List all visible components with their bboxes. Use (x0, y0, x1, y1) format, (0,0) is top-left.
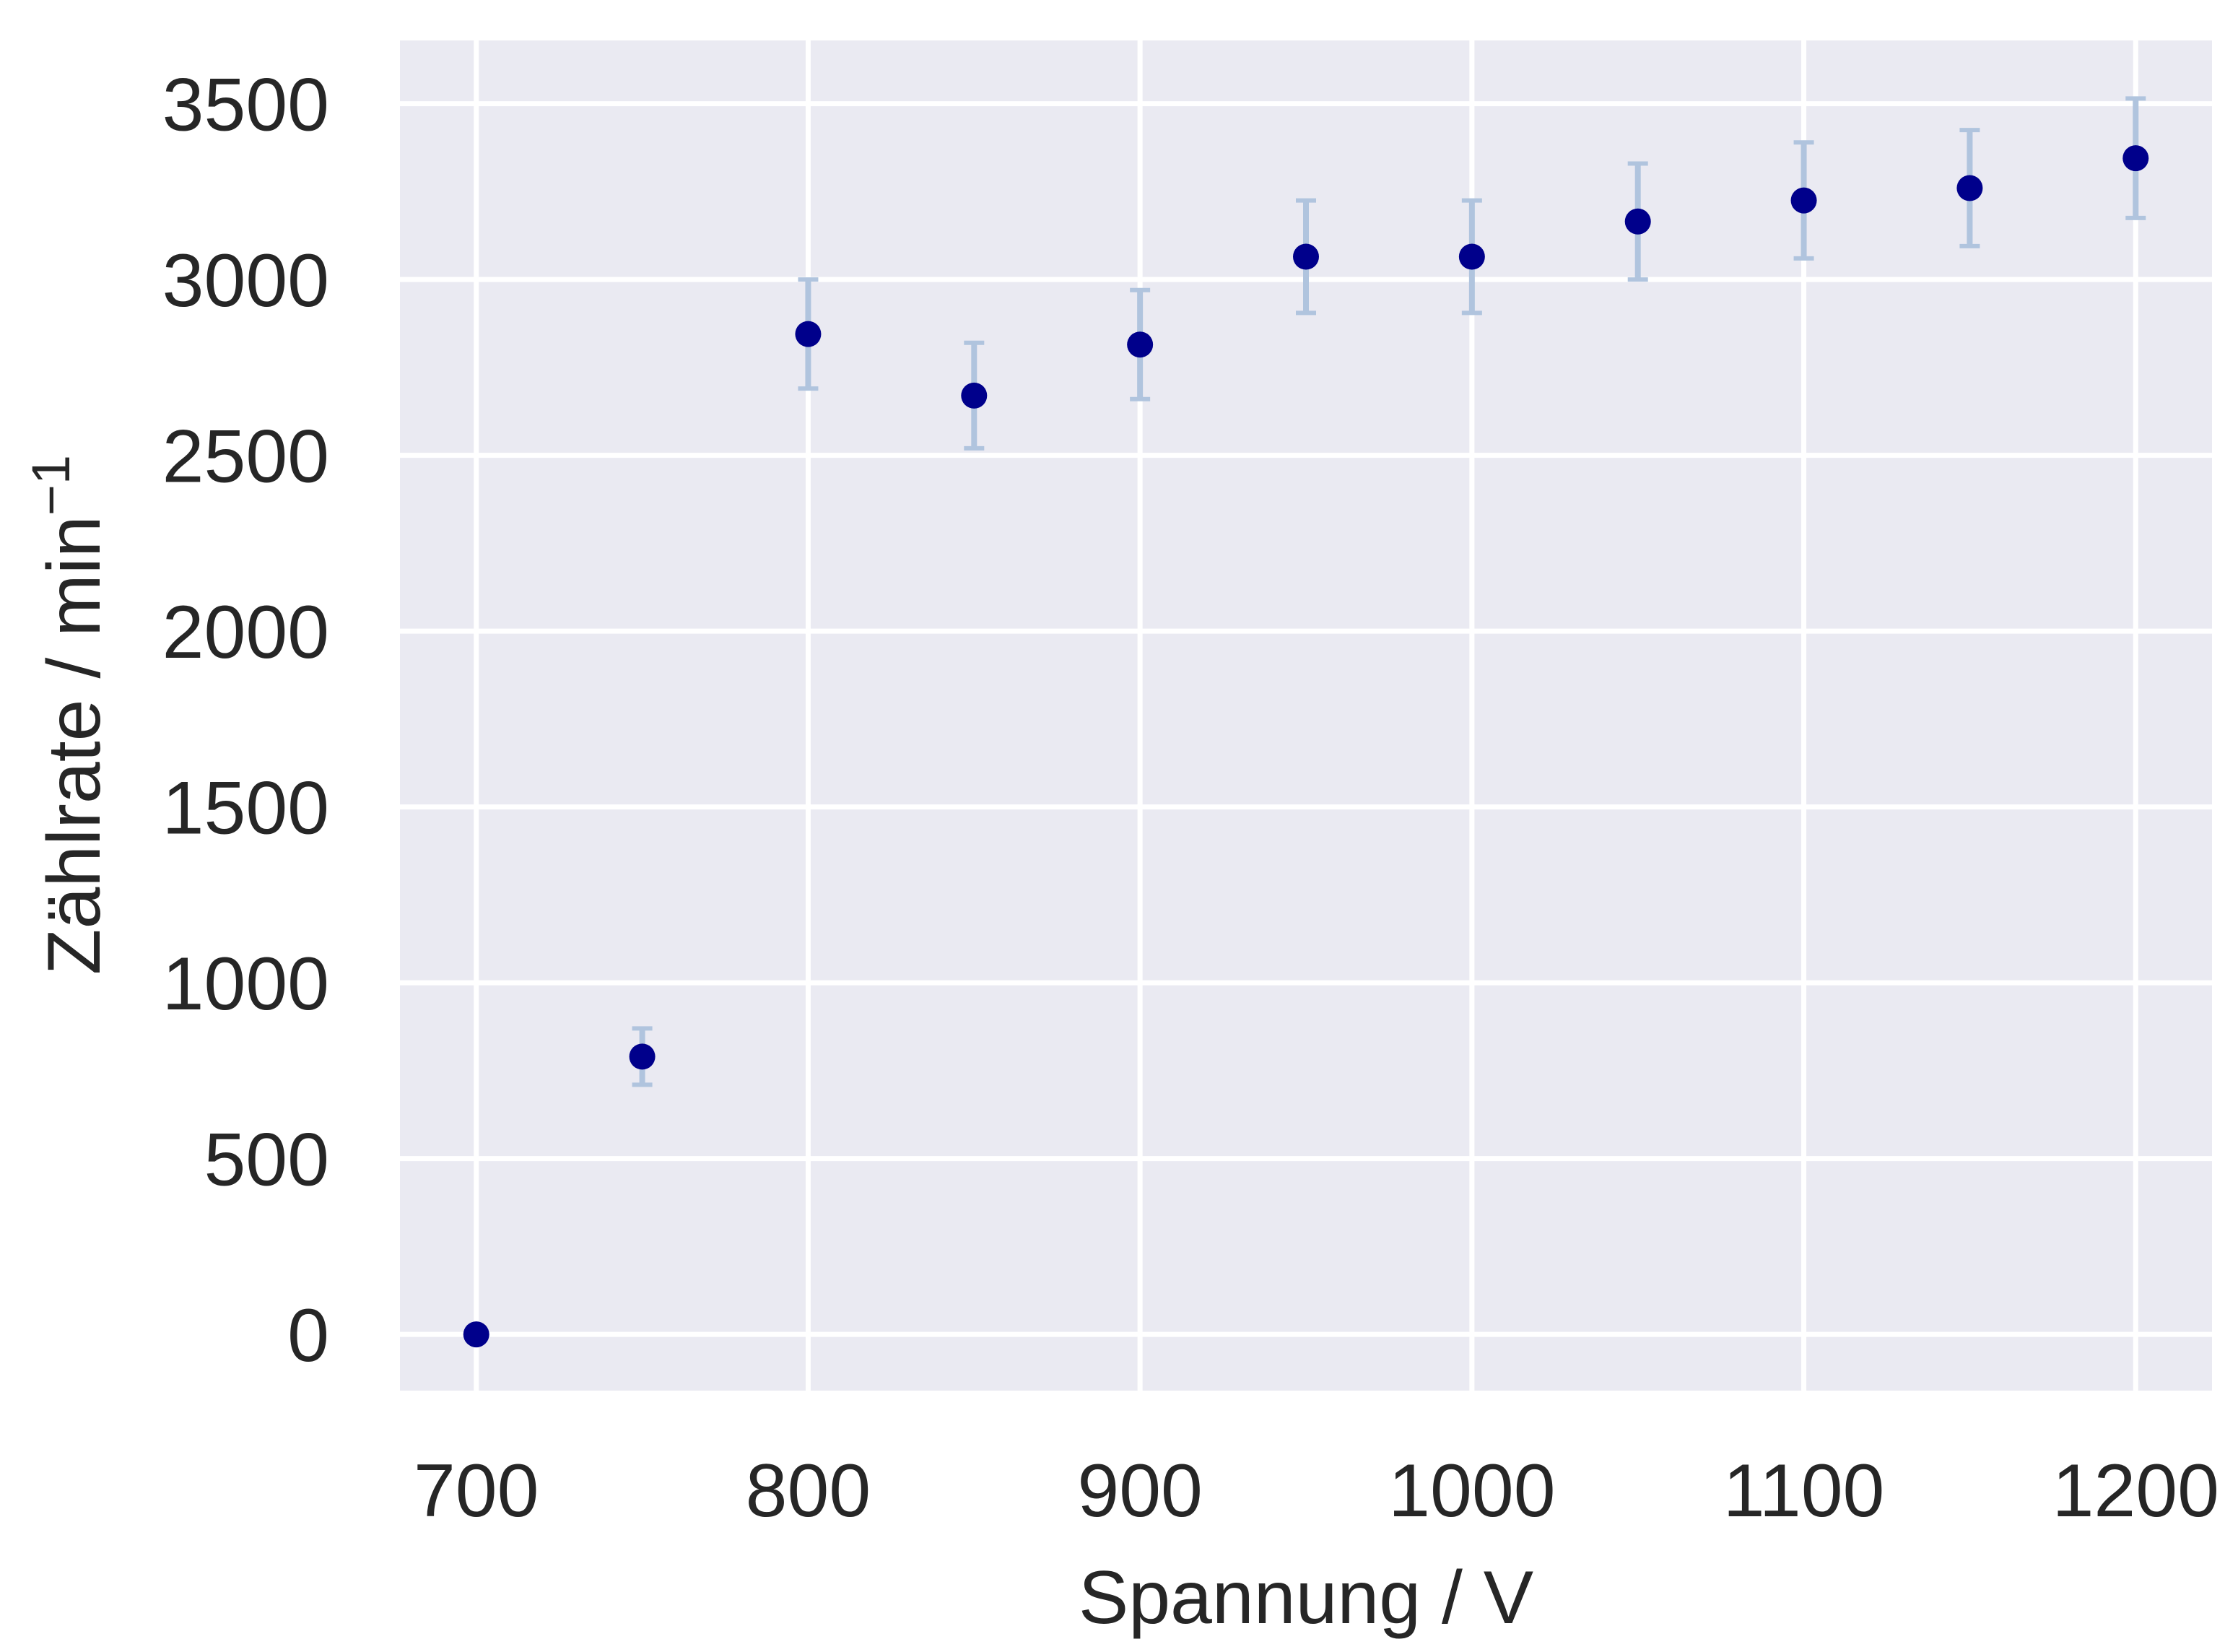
data-point (1790, 187, 1817, 214)
x-axis-label: Spannung / V (1079, 1556, 1533, 1640)
y-axis-label: Zählrate / min−1 (21, 455, 116, 975)
data-point (1127, 331, 1154, 358)
x-tick-label: 800 (746, 1449, 871, 1533)
y-tick-label: 500 (204, 1118, 329, 1202)
x-tick-label: 900 (1077, 1449, 1203, 1533)
x-tick-label: 700 (414, 1449, 539, 1533)
y-tick-label: 3000 (162, 239, 329, 323)
data-point (961, 382, 988, 409)
y-axis-label-main: Zählrate / min (32, 516, 116, 975)
data-points (463, 145, 2149, 1348)
y-tick-label: 3500 (162, 64, 329, 147)
y-tick-label: 1500 (162, 767, 329, 851)
data-point (1458, 243, 1485, 270)
data-point (1956, 175, 1983, 201)
x-tick-label: 1100 (1723, 1449, 1885, 1533)
y-tick-label: 2500 (162, 415, 329, 499)
y-tick-label: 0 (287, 1294, 329, 1378)
y-axis-label-superscript: −1 (21, 455, 81, 516)
data-point (2122, 145, 2149, 172)
y-tick-label: 2000 (162, 591, 329, 674)
y-tick-label: 1000 (162, 942, 329, 1026)
x-tick-label: 1000 (1388, 1449, 1555, 1533)
data-point (1293, 243, 1319, 270)
data-point (629, 1043, 656, 1070)
data-point (1624, 208, 1651, 235)
grid-lines (400, 40, 2212, 1391)
y-tick-labels: 0 500 1000 1500 2000 2500 3000 3500 (162, 64, 329, 1378)
x-tick-label: 1200 (2052, 1449, 2219, 1533)
data-point (463, 1321, 489, 1348)
data-point (795, 321, 822, 347)
x-tick-labels: 700 800 900 1000 1100 1200 (414, 1449, 2219, 1533)
